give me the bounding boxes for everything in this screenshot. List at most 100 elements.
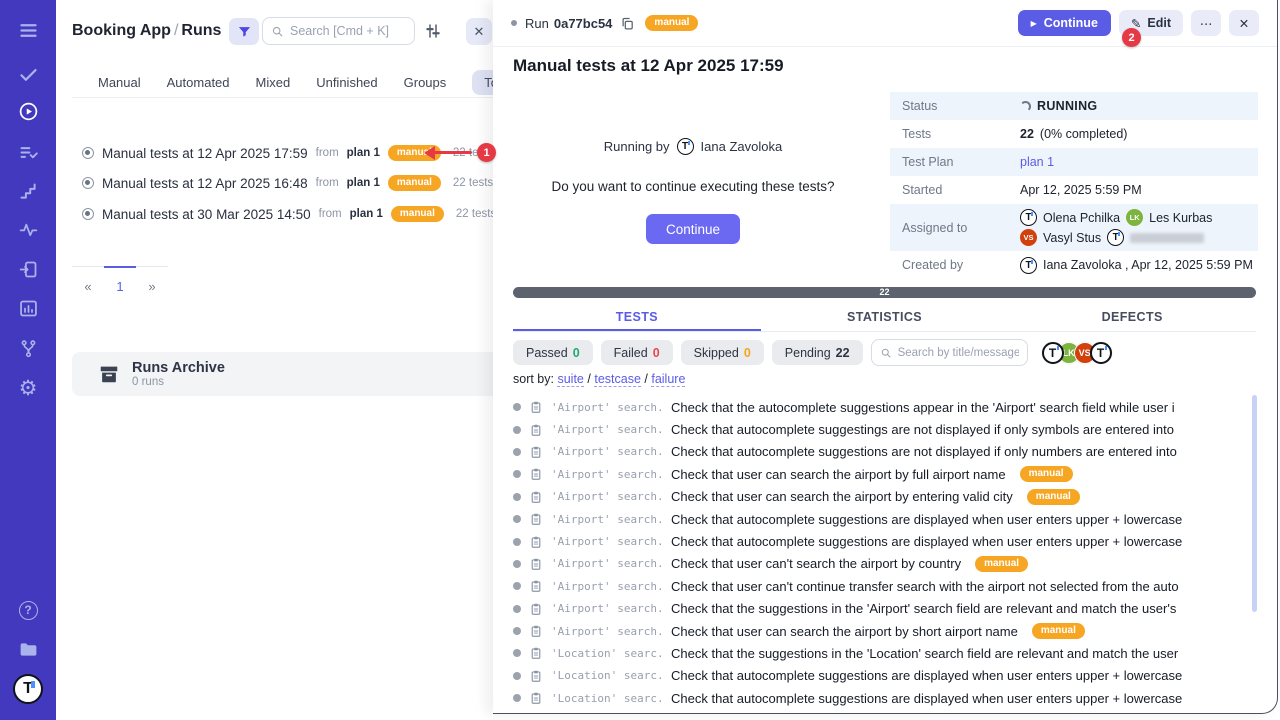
tab-unfinished[interactable]: Unfinished [316, 75, 378, 90]
sort-by-failure[interactable]: failure [651, 372, 686, 387]
pagination-page-1[interactable]: 1 [104, 266, 136, 294]
filter-button[interactable] [229, 17, 260, 45]
test-title[interactable]: Check that user can't continue transfer … [671, 578, 1179, 594]
test-status-dot [513, 559, 521, 568]
view-settings-icon[interactable] [424, 22, 442, 40]
test-title[interactable]: Check that autocomplete suggestions are … [671, 668, 1183, 684]
test-title[interactable]: Check that autocomplete suggestions are … [671, 534, 1183, 550]
test-title[interactable]: Check that autocomplete suggestions are … [671, 690, 1183, 706]
branch-icon[interactable] [16, 336, 40, 360]
continue-button[interactable]: ▶ Continue [1017, 10, 1111, 36]
test-suite: 'Location' searc... [551, 691, 663, 705]
test-status-dot [513, 649, 521, 658]
pagination-next[interactable]: » [148, 279, 156, 294]
run-title[interactable]: Manual tests at 30 Mar 2025 14:50 [102, 206, 311, 222]
panel-close-button[interactable]: ✕ [466, 18, 492, 45]
test-title[interactable]: Check that user can search the airport b… [671, 466, 1006, 482]
tab-mixed[interactable]: Mixed [255, 75, 291, 90]
test-row[interactable]: 'Airport' search... Check that autocomple… [513, 530, 1236, 552]
test-row[interactable]: 'Airport' search... Check that autocomple… [513, 508, 1236, 530]
milestones-steps-icon[interactable] [16, 179, 40, 203]
breadcrumb-app[interactable]: Booking App [72, 22, 171, 39]
test-title[interactable]: Check that the suggestions in the 'Airpo… [671, 601, 1177, 617]
menu-icon[interactable] [16, 18, 40, 42]
edit-button[interactable]: ✎ Edit [1118, 10, 1183, 36]
test-row[interactable]: 'Airport' search... Check that user can s… [513, 620, 1236, 642]
test-row[interactable]: 'Location' searc... Check that autocomple… [513, 665, 1236, 687]
runs-list-panel: Booking App/Runs ✕ Manual Automated Mixe… [56, 0, 493, 720]
tab-automated[interactable]: Automated [166, 75, 230, 90]
pagination-prev[interactable]: « [84, 279, 92, 294]
info-row-tests: Tests 22 (0% completed) [890, 120, 1258, 148]
sort-separator: / [644, 372, 648, 386]
test-title[interactable]: Check that user can search the airport b… [671, 623, 1018, 639]
settings-gear-icon[interactable]: ⚙ [18, 376, 38, 400]
test-title[interactable]: Check that autocomplete suggestions are … [671, 444, 1177, 460]
test-title[interactable]: Check that user can search the airport b… [671, 489, 1013, 505]
continue-center-button[interactable]: Continue [645, 214, 741, 244]
test-title[interactable]: Check that user can't search the airport… [671, 556, 962, 572]
projects-folder-icon[interactable] [16, 637, 40, 661]
test-row[interactable]: 'Airport' search... Check that autocomple… [513, 441, 1236, 463]
tab-defects[interactable]: DEFECTS [1101, 310, 1163, 324]
test-suite: 'Airport' search... [551, 602, 663, 616]
sort-prefix: sort by: [513, 372, 554, 386]
tab-manual[interactable]: Manual [98, 75, 141, 90]
test-title[interactable]: Check that the suggestions in the 'Locat… [671, 645, 1179, 661]
run-list-item[interactable]: Manual tests at 30 Mar 2025 14:50 from p… [82, 203, 493, 225]
tab-to-review[interactable]: To Review [472, 70, 493, 95]
search-input[interactable] [290, 24, 406, 38]
filter-skipped[interactable]: Skipped 0 [680, 340, 764, 365]
test-row[interactable]: 'Airport' search... Check that user can s… [513, 486, 1236, 508]
test-row[interactable]: 'Airport' search... Check that user can't… [513, 575, 1236, 597]
import-icon[interactable] [16, 257, 40, 281]
filter-pending[interactable]: Pending 22 [771, 340, 863, 365]
test-title[interactable]: Check that autocomplete suggestions are … [671, 511, 1183, 527]
avatar-t2[interactable]: T [1089, 341, 1112, 364]
avatar-vs[interactable]: VS [1073, 341, 1096, 364]
test-list-scrollbar[interactable] [1252, 395, 1257, 612]
tests-count: 22 [1020, 127, 1034, 141]
sort-row: sort by: suite / testcase / failure [513, 372, 686, 387]
run-title[interactable]: Manual tests at 12 Apr 2025 17:59 [102, 145, 308, 161]
copy-icon[interactable] [620, 16, 635, 31]
test-row[interactable]: 'Airport' search... Check that user can't… [513, 553, 1236, 575]
sort-by-testcase[interactable]: testcase [594, 372, 641, 387]
tests-search-input[interactable] [897, 346, 1019, 359]
activity-pulse-icon[interactable] [16, 217, 40, 241]
user-avatar[interactable]: T [13, 674, 43, 704]
runs-play-icon[interactable] [16, 99, 40, 123]
run-list-item[interactable]: Manual tests at 12 Apr 2025 16:48 from p… [82, 172, 493, 194]
test-row[interactable]: 'Airport' search... Check that autocomple… [513, 418, 1236, 440]
avatar-accent [1104, 345, 1107, 350]
test-suite: 'Airport' search... [551, 512, 663, 526]
run-list-item[interactable]: Manual tests at 12 Apr 2025 17:59 from p… [82, 142, 493, 164]
test-title[interactable]: Check that the autocomplete suggestions … [671, 399, 1175, 415]
test-plan-link[interactable]: plan 1 [1020, 155, 1055, 169]
tab-groups[interactable]: Groups [403, 75, 447, 90]
more-button[interactable]: ⋯ [1191, 10, 1221, 36]
test-status-dot [513, 582, 521, 591]
testcases-check-icon[interactable] [16, 62, 40, 86]
test-title[interactable]: Check that autocomplete suggestings are … [671, 422, 1174, 438]
tab-statistics[interactable]: STATISTICS [846, 310, 923, 324]
filter-failed[interactable]: Failed 0 [600, 340, 673, 365]
avatar-t[interactable]: T [1041, 341, 1064, 364]
test-plans-icon[interactable] [16, 140, 40, 164]
test-row[interactable]: 'Location' searc... Check that autocomple… [513, 687, 1236, 709]
runs-archive[interactable]: Runs Archive 0 runs [72, 352, 493, 396]
run-detail-title: Manual tests at 12 Apr 2025 17:59 [513, 56, 784, 75]
test-row[interactable]: 'Airport' search... Check that the sugges… [513, 598, 1236, 620]
assignee-filter-avatars[interactable]: T LK VS T [1041, 341, 1112, 364]
sort-by-suite[interactable]: suite [557, 372, 584, 387]
help-icon[interactable]: ? [16, 598, 40, 622]
reports-chart-icon[interactable] [16, 296, 40, 320]
run-title[interactable]: Manual tests at 12 Apr 2025 16:48 [102, 175, 308, 191]
test-row[interactable]: 'Location' searc... Check that the sugges… [513, 642, 1236, 664]
test-suite: 'Airport' search... [551, 423, 663, 437]
filter-passed[interactable]: Passed 0 [513, 340, 593, 365]
test-row[interactable]: 'Airport' search... Check that the autoco… [513, 396, 1236, 418]
test-row[interactable]: 'Airport' search... Check that user can s… [513, 463, 1236, 485]
close-button[interactable]: ✕ [1229, 10, 1259, 36]
tab-tests[interactable]: TESTS [513, 304, 761, 331]
